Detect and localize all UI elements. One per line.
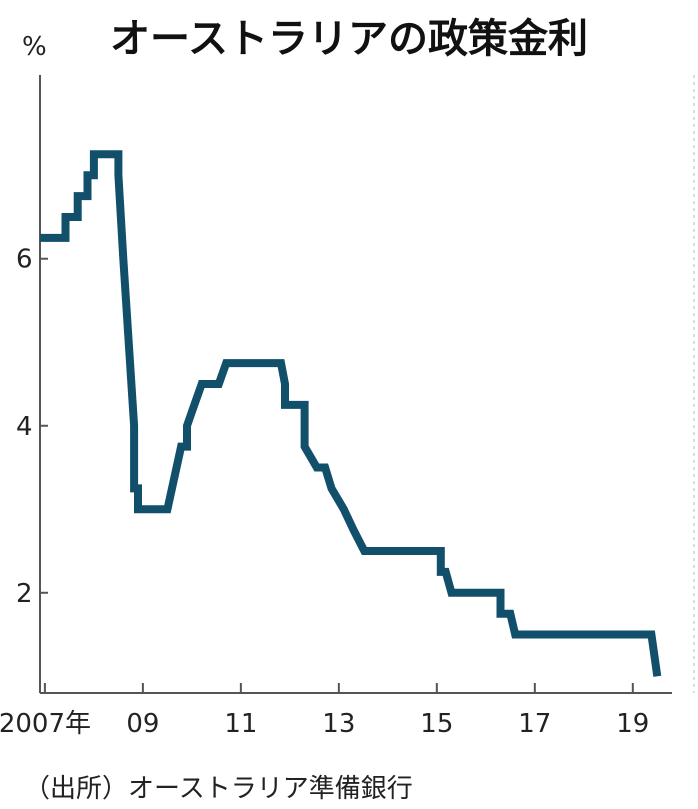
- x-tick-label: 15: [420, 709, 453, 739]
- x-tick-label: 13: [322, 709, 355, 739]
- x-tick-label: 09: [126, 709, 159, 739]
- y-axis-unit-label: %: [22, 32, 47, 62]
- y-ticks: 2 4 6: [16, 245, 48, 609]
- source-note: （出所）オーストラリア準備銀行: [24, 774, 413, 804]
- chart-title: オーストラリアの政策金利: [110, 16, 588, 62]
- y-tick-label: 2: [16, 579, 33, 609]
- x-tick-label: 17: [518, 709, 551, 739]
- axes: %: [22, 32, 695, 694]
- y-tick-label: 6: [16, 245, 33, 275]
- x-ticks: 2007年 09 11 13 15 17 19: [0, 683, 649, 739]
- x-tick-label: 11: [224, 709, 257, 739]
- x-tick-label: 2007年: [0, 709, 91, 739]
- series-line-policy-rate: [40, 150, 662, 677]
- x-tick-label: 19: [616, 709, 649, 739]
- y-tick-label: 4: [16, 412, 33, 442]
